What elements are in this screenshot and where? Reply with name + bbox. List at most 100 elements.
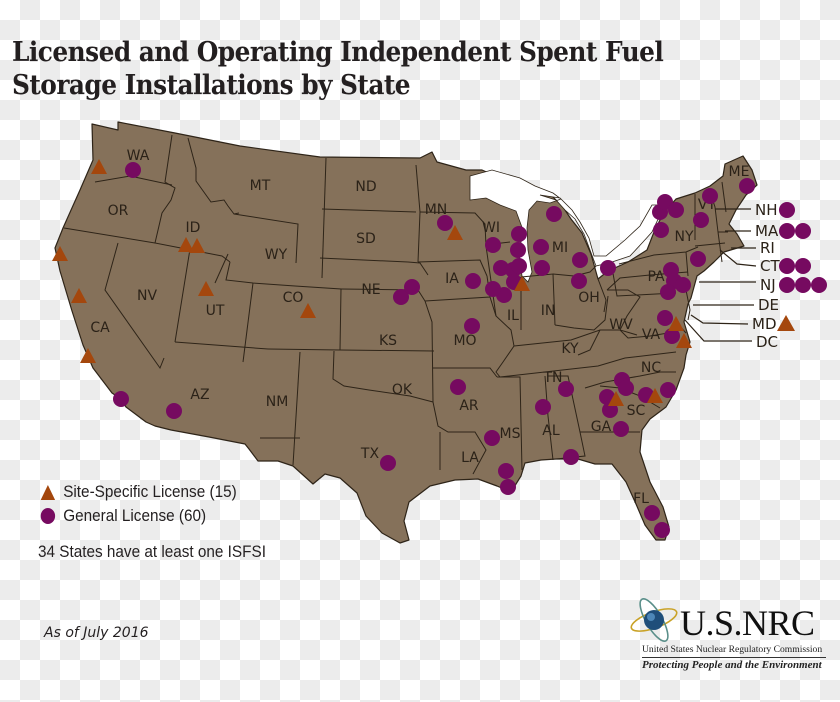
general-license-marker: [675, 277, 691, 293]
callout-label-nj: NJ: [760, 276, 776, 294]
general-license-marker: [690, 251, 706, 267]
title-line-1: Licensed and Operating Independent Spent…: [12, 37, 664, 68]
callout-label-ct: CT: [760, 257, 780, 275]
state-label-nc: NC: [641, 360, 661, 376]
map-legend: Site-Specific License (15) General Licen…: [38, 480, 291, 562]
site-specific-license-marker: [80, 348, 96, 363]
state-label-nm: NM: [266, 394, 289, 410]
callout-label-de: DE: [758, 296, 779, 314]
general-license-marker: [500, 479, 516, 495]
general-license-marker: [795, 223, 811, 239]
general-license-marker: [693, 212, 709, 228]
callout-label-dc: DC: [756, 333, 778, 351]
state-label-ar: AR: [459, 398, 479, 414]
state-label-nd: ND: [355, 179, 376, 195]
general-license-marker: [660, 382, 676, 398]
legend-note: 34 States have at least one ISFSI: [38, 542, 266, 561]
general-license-marker: [572, 252, 588, 268]
general-license-marker: [795, 277, 811, 293]
title-line-2: Storage Installations by State: [12, 70, 411, 101]
site-specific-license-marker: [91, 159, 107, 174]
general-license-marker: [485, 281, 501, 297]
callout-label-nh: NH: [755, 201, 778, 219]
general-license-marker: [534, 260, 550, 276]
callout-label-ma: MA: [755, 222, 779, 240]
general-license-marker: [644, 505, 660, 521]
as-of-date: As of July 2016: [44, 625, 149, 641]
callout-label-ri: RI: [760, 239, 775, 257]
state-label-mn: MN: [425, 202, 448, 218]
state-label-sd: SD: [356, 231, 376, 247]
nrc-wordmark: U.S.NRC: [680, 603, 815, 643]
nrc-tagline: Protecting People and the Environment: [642, 659, 822, 671]
state-label-az: AZ: [190, 387, 209, 403]
nrc-subtitle: United States Nuclear Regulatory Commiss…: [642, 644, 823, 655]
state-label-ky: KY: [561, 341, 579, 357]
state-label-ga: GA: [591, 419, 612, 435]
state-label-il: IL: [507, 308, 519, 324]
general-license-marker: [613, 421, 629, 437]
general-license-marker: [654, 522, 670, 538]
general-license-marker: [511, 226, 527, 242]
state-label-ut: UT: [206, 303, 225, 319]
state-label-id: ID: [186, 220, 201, 236]
general-license-marker: [811, 277, 827, 293]
nrc-divider: [642, 657, 826, 658]
general-license-marker: [546, 206, 562, 222]
general-license-marker: [779, 223, 795, 239]
general-license-marker: [493, 260, 509, 276]
legend-site-specific: Site-Specific License (15): [38, 480, 266, 504]
state-label-ia: IA: [445, 271, 459, 287]
legend-site-specific-label: Site-Specific License (15): [63, 482, 237, 501]
callout-leaders: [684, 208, 757, 342]
state-label-ca: CA: [90, 320, 110, 336]
general-license-marker: [113, 391, 129, 407]
state-label-va: VA: [642, 327, 661, 343]
general-license-marker: [450, 379, 466, 395]
state-label-in: IN: [541, 303, 556, 319]
circle-marker-icon: [40, 508, 56, 524]
state-label-mo: MO: [453, 333, 476, 349]
site-specific-license-marker: [198, 281, 214, 296]
general-license-marker: [779, 202, 795, 218]
state-label-ny: NY: [674, 229, 693, 245]
state-label-co: CO: [283, 290, 304, 306]
general-license-marker: [653, 222, 669, 238]
state-label-sc: SC: [627, 403, 646, 419]
state-label-oh: OH: [578, 290, 600, 306]
general-license-marker: [660, 284, 676, 300]
state-label-wv: WV: [609, 317, 633, 333]
general-license-marker: [125, 162, 141, 178]
state-label-ks: KS: [379, 333, 397, 349]
general-license-marker: [664, 328, 680, 344]
state-label-mt: MT: [250, 178, 271, 194]
general-license-marker: [510, 242, 526, 258]
state-label-ms: MS: [500, 426, 521, 442]
general-license-marker: [600, 260, 616, 276]
general-license-marker: [668, 202, 684, 218]
state-label-or: OR: [108, 203, 129, 219]
site-specific-license-marker: [676, 333, 692, 348]
general-license-marker: [558, 381, 574, 397]
general-license-marker: [484, 430, 500, 446]
callout-label-md: MD: [752, 315, 777, 333]
site-specific-license-marker: [668, 316, 684, 331]
general-license-marker: [779, 277, 795, 293]
general-license-marker: [498, 463, 514, 479]
general-license-marker: [511, 258, 527, 274]
state-label-al: AL: [542, 423, 560, 439]
state-labels: WA OR ID MT WY ND SD NE KS NV UT CO CA AZ NM OK TX MN IA MO…: [90, 148, 749, 507]
license-markers: [52, 159, 755, 538]
state-label-ok: OK: [392, 382, 413, 398]
legend-general: General License (60): [38, 504, 266, 528]
general-license-marker: [563, 449, 579, 465]
legend-general-label: General License (60): [63, 506, 207, 525]
state-label-wi: WI: [482, 220, 500, 236]
state-borders: [63, 134, 728, 475]
site-specific-license-marker: [777, 315, 795, 331]
state-label-fl: FL: [633, 491, 649, 507]
map-title: Licensed and Operating Independent Spent…: [12, 36, 766, 102]
state-label-tx: TX: [360, 446, 380, 462]
general-license-marker: [166, 403, 182, 419]
